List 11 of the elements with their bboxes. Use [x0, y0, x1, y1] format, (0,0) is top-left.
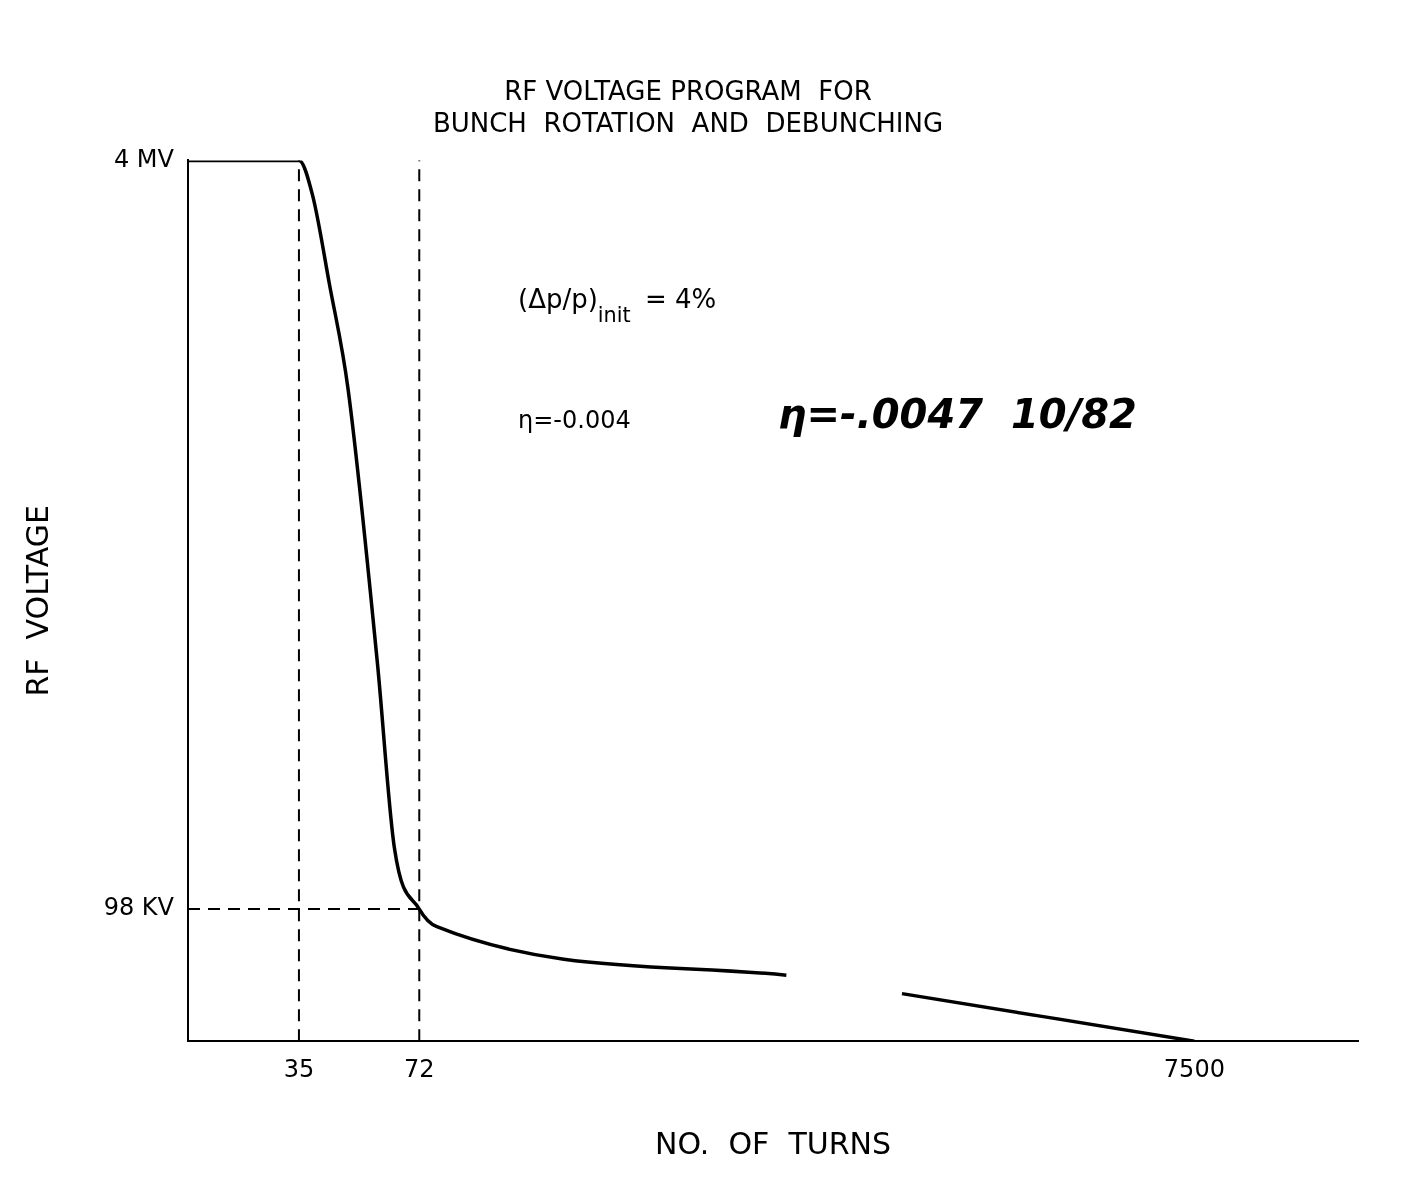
- ref-line-label: 98 KV: [103, 893, 175, 922]
- x-tick-label: 7500: [1163, 1054, 1225, 1083]
- annotation: η=-.0047 10/82: [778, 391, 1137, 437]
- x-tick-label: 72: [404, 1054, 435, 1083]
- x-axis-title: NO. OF TURNS: [654, 1125, 892, 1161]
- annotation: η=-0.004: [518, 406, 631, 434]
- text: 4 MV: [113, 144, 175, 173]
- text: BUNCH ROTATION AND DEBUNCHING: [432, 107, 944, 138]
- y-axis-title: RF VOLTAGE: [19, 505, 55, 697]
- x-tick-label: 35: [283, 1054, 315, 1083]
- text: RF VOLTAGE PROGRAM FOR: [504, 76, 872, 107]
